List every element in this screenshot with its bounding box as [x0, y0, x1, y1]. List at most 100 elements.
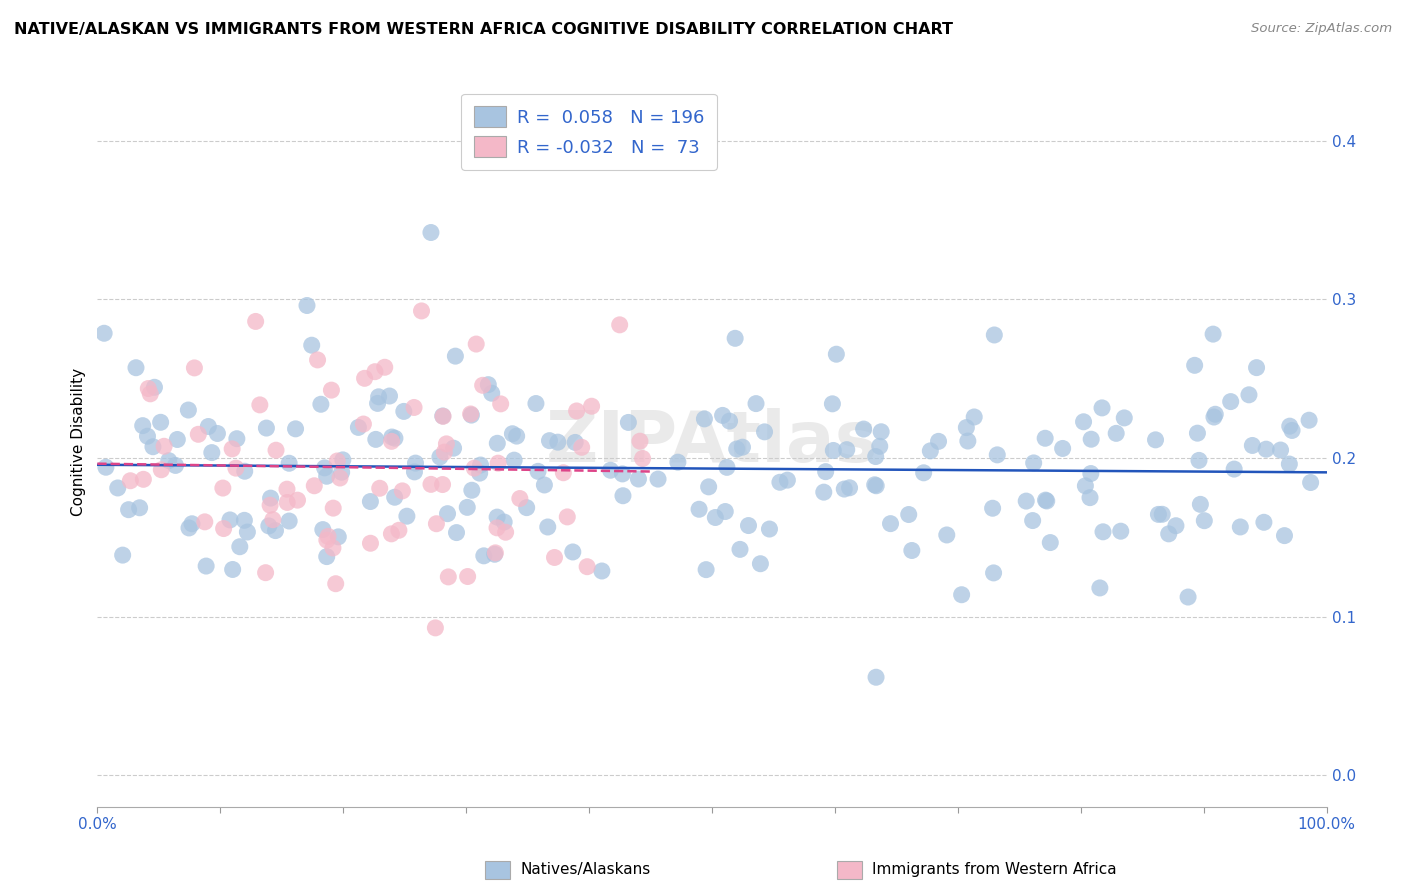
Point — [495, 525, 517, 540]
Point — [537, 520, 560, 534]
Point — [538, 434, 561, 448]
Point — [384, 431, 406, 445]
Point — [631, 451, 654, 466]
Point — [195, 559, 218, 574]
Point — [139, 387, 162, 401]
Point — [322, 501, 344, 516]
Text: Source: ZipAtlas.com: Source: ZipAtlas.com — [1251, 22, 1392, 36]
Point — [823, 443, 845, 458]
Point — [481, 386, 503, 401]
Point — [1253, 516, 1275, 530]
Point — [221, 562, 243, 576]
Point — [693, 412, 716, 426]
Point — [381, 434, 404, 449]
Point — [125, 360, 148, 375]
Point — [728, 542, 751, 557]
Point — [505, 429, 527, 443]
Point — [259, 498, 281, 512]
Point — [364, 365, 387, 379]
Point — [731, 440, 754, 454]
Point — [276, 482, 298, 496]
Point — [330, 465, 353, 479]
Point — [315, 469, 337, 483]
Point — [1039, 535, 1062, 549]
Point — [666, 455, 689, 469]
Point — [322, 541, 344, 555]
Point — [1164, 518, 1187, 533]
Point — [776, 473, 799, 487]
Y-axis label: Cognitive Disability: Cognitive Disability — [72, 368, 86, 516]
Point — [1184, 359, 1206, 373]
Point — [433, 445, 456, 459]
Point — [94, 460, 117, 475]
Point — [284, 422, 307, 436]
Point — [157, 453, 180, 467]
Point — [177, 521, 200, 535]
Point — [347, 420, 370, 434]
Point — [368, 481, 391, 495]
Point — [627, 472, 650, 486]
Point — [527, 464, 550, 478]
Point — [332, 453, 354, 467]
Point — [983, 328, 1005, 343]
Point — [704, 510, 727, 524]
Point — [1105, 426, 1128, 441]
Point — [718, 414, 741, 428]
Point — [395, 509, 418, 524]
Point — [402, 401, 425, 415]
Point — [309, 397, 332, 411]
Point — [486, 436, 509, 450]
Point — [325, 576, 347, 591]
Point — [381, 430, 404, 444]
Point — [321, 383, 343, 397]
Point — [758, 522, 780, 536]
Point — [120, 474, 142, 488]
Point — [221, 442, 243, 456]
Point — [384, 490, 406, 504]
Point — [388, 523, 411, 537]
Point — [367, 390, 389, 404]
Point — [749, 557, 772, 571]
Point — [571, 440, 593, 454]
Point — [647, 472, 669, 486]
Point — [1073, 415, 1095, 429]
Point — [869, 439, 891, 453]
Point — [183, 360, 205, 375]
Point — [233, 464, 256, 478]
Point — [870, 425, 893, 439]
Point — [131, 418, 153, 433]
Point — [1109, 524, 1132, 539]
Point — [591, 564, 613, 578]
Point — [315, 549, 337, 564]
Point — [436, 437, 458, 451]
Point — [432, 477, 454, 491]
Point — [1202, 410, 1225, 425]
Point — [446, 525, 468, 540]
Point — [1021, 514, 1043, 528]
Point — [547, 435, 569, 450]
Point — [565, 404, 588, 418]
Point — [391, 483, 413, 498]
Point — [950, 588, 973, 602]
Point — [825, 347, 848, 361]
Point — [457, 569, 479, 583]
Point — [564, 435, 586, 450]
Text: Natives/Alaskans: Natives/Alaskans — [520, 863, 651, 877]
Point — [1246, 360, 1268, 375]
Point — [1204, 407, 1226, 421]
Point — [879, 516, 901, 531]
Point — [509, 491, 531, 506]
Point — [561, 545, 583, 559]
Point — [1237, 388, 1260, 402]
Point — [432, 409, 454, 424]
Point — [380, 526, 402, 541]
Point — [359, 494, 381, 508]
Point — [1092, 524, 1115, 539]
Legend: R =  0.058   N = 196, R = -0.032   N =  73: R = 0.058 N = 196, R = -0.032 N = 73 — [461, 94, 717, 169]
Point — [711, 409, 734, 423]
Point — [425, 621, 447, 635]
Point — [865, 450, 887, 464]
Point — [697, 480, 720, 494]
Point — [460, 407, 482, 421]
Point — [737, 518, 759, 533]
